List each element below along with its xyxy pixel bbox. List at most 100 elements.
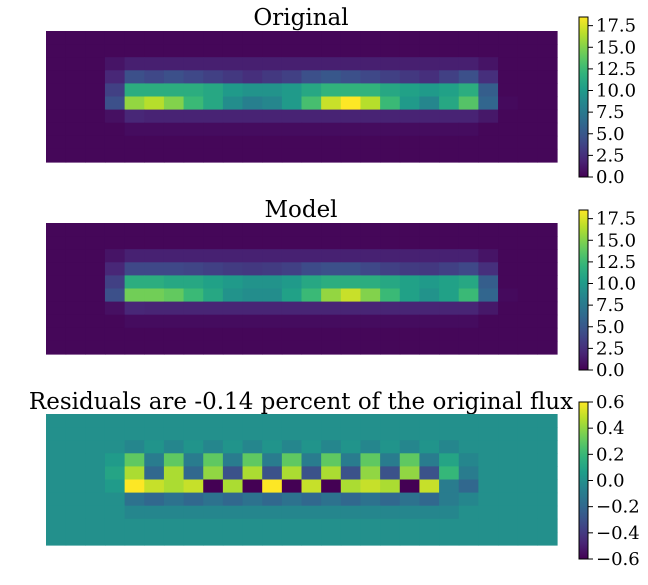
heatmap-cell: [163, 505, 185, 520]
heatmap-cell: [242, 96, 263, 111]
heatmap-cell: [183, 327, 204, 342]
heatmap-cell: [360, 223, 381, 237]
heatmap-cell: [439, 249, 460, 263]
heatmap-cell: [458, 288, 479, 303]
heatmap-cell: [419, 427, 440, 441]
heatmap-cell: [124, 466, 145, 481]
heatmap-cell: [301, 466, 322, 481]
heatmap-cell: [85, 275, 106, 290]
heatmap-cell: [144, 262, 165, 276]
heatmap-cell: [399, 314, 421, 329]
colorbar-tick-label: 7.5: [596, 295, 625, 316]
heatmap-cell: [203, 31, 224, 45]
heatmap-cell: [321, 249, 342, 263]
heatmap-cell: [517, 505, 538, 520]
heatmap-cell: [340, 414, 362, 428]
heatmap-cell: [321, 518, 342, 533]
heatmap-cell: [144, 223, 165, 237]
heatmap-cell: [124, 96, 145, 111]
heatmap-cell: [281, 466, 303, 481]
heatmap-cell: [144, 414, 165, 428]
heatmap-cell: [242, 314, 263, 329]
heatmap-cell: [321, 83, 342, 98]
heatmap-cell: [222, 275, 244, 290]
heatmap-cell: [399, 262, 421, 276]
heatmap-cell: [281, 236, 303, 250]
heatmap-cell: [144, 440, 165, 454]
heatmap-cell: [399, 453, 421, 467]
heatmap-cell: [203, 340, 224, 355]
heatmap-cell: [321, 109, 342, 124]
heatmap-cell: [281, 31, 303, 45]
heatmap-cell: [104, 288, 126, 303]
heatmap-cell: [537, 479, 558, 494]
heatmap-cell: [242, 518, 263, 533]
heatmap-cell: [380, 57, 401, 71]
heatmap-cell: [262, 466, 283, 481]
heatmap-cell: [419, 327, 440, 342]
heatmap-cell: [85, 109, 106, 124]
heatmap-cell: [65, 122, 86, 137]
heatmap-cell: [380, 466, 401, 481]
heatmap-cell: [399, 466, 421, 481]
heatmap-cell: [321, 479, 342, 494]
heatmap-cell: [517, 70, 538, 84]
heatmap-cell: [144, 479, 165, 494]
heatmap-cell: [144, 109, 165, 124]
heatmap-cell: [380, 109, 401, 124]
heatmap-cell: [262, 122, 283, 137]
heatmap-cell: [144, 96, 165, 111]
heatmap-cell: [124, 440, 145, 454]
heatmap-cell: [46, 479, 67, 494]
heatmap-cell: [439, 70, 460, 84]
heatmap-cell: [144, 288, 165, 303]
heatmap-cell: [104, 314, 126, 329]
heatmap-cell: [144, 236, 165, 250]
heatmap-cell: [301, 427, 322, 441]
heatmap-cell: [517, 148, 538, 163]
heatmap-cell: [458, 340, 479, 355]
heatmap-cell: [144, 57, 165, 71]
heatmap-cell: [419, 148, 440, 163]
chart-title-model: Model: [264, 197, 337, 223]
heatmap-cell: [46, 327, 67, 342]
heatmap-cell: [144, 44, 165, 58]
heatmap-cell: [458, 327, 479, 342]
heatmap-cell: [537, 122, 558, 137]
heatmap-cell: [65, 262, 86, 276]
heatmap-cell: [419, 275, 440, 290]
heatmap-cell: [517, 135, 538, 150]
heatmap-cell: [380, 414, 401, 428]
heatmap-cell: [458, 135, 479, 150]
heatmap-cell: [203, 427, 224, 441]
heatmap-cell: [517, 122, 538, 137]
heatmap-cell: [262, 440, 283, 454]
heatmap-cell: [104, 135, 126, 150]
heatmap-cell: [85, 427, 106, 441]
heatmap-cell: [360, 427, 381, 441]
heatmap-cell: [360, 414, 381, 428]
heatmap-cell: [65, 414, 86, 428]
heatmap-cell: [340, 492, 362, 507]
heatmap-cell: [203, 70, 224, 84]
heatmap-cell: [380, 96, 401, 111]
heatmap-cell: [340, 122, 362, 137]
heatmap-cell: [321, 340, 342, 355]
heatmap-cell: [242, 109, 263, 124]
heatmap-cell: [517, 301, 538, 316]
heatmap-cell: [301, 531, 322, 546]
heatmap-cell: [537, 492, 558, 507]
heatmap-cell: [360, 135, 381, 150]
heatmap-cell: [242, 223, 263, 237]
heatmap-cell: [517, 275, 538, 290]
heatmap-cell: [498, 109, 519, 124]
heatmap-cell: [360, 83, 381, 98]
heatmap-cell: [301, 453, 322, 467]
heatmap-cell: [104, 83, 126, 98]
heatmap-cell: [537, 262, 558, 276]
heatmap-cell: [517, 288, 538, 303]
colorbar-tick-label: 10.0: [596, 274, 636, 295]
heatmap-cell: [340, 314, 362, 329]
heatmap-cell: [419, 249, 440, 263]
